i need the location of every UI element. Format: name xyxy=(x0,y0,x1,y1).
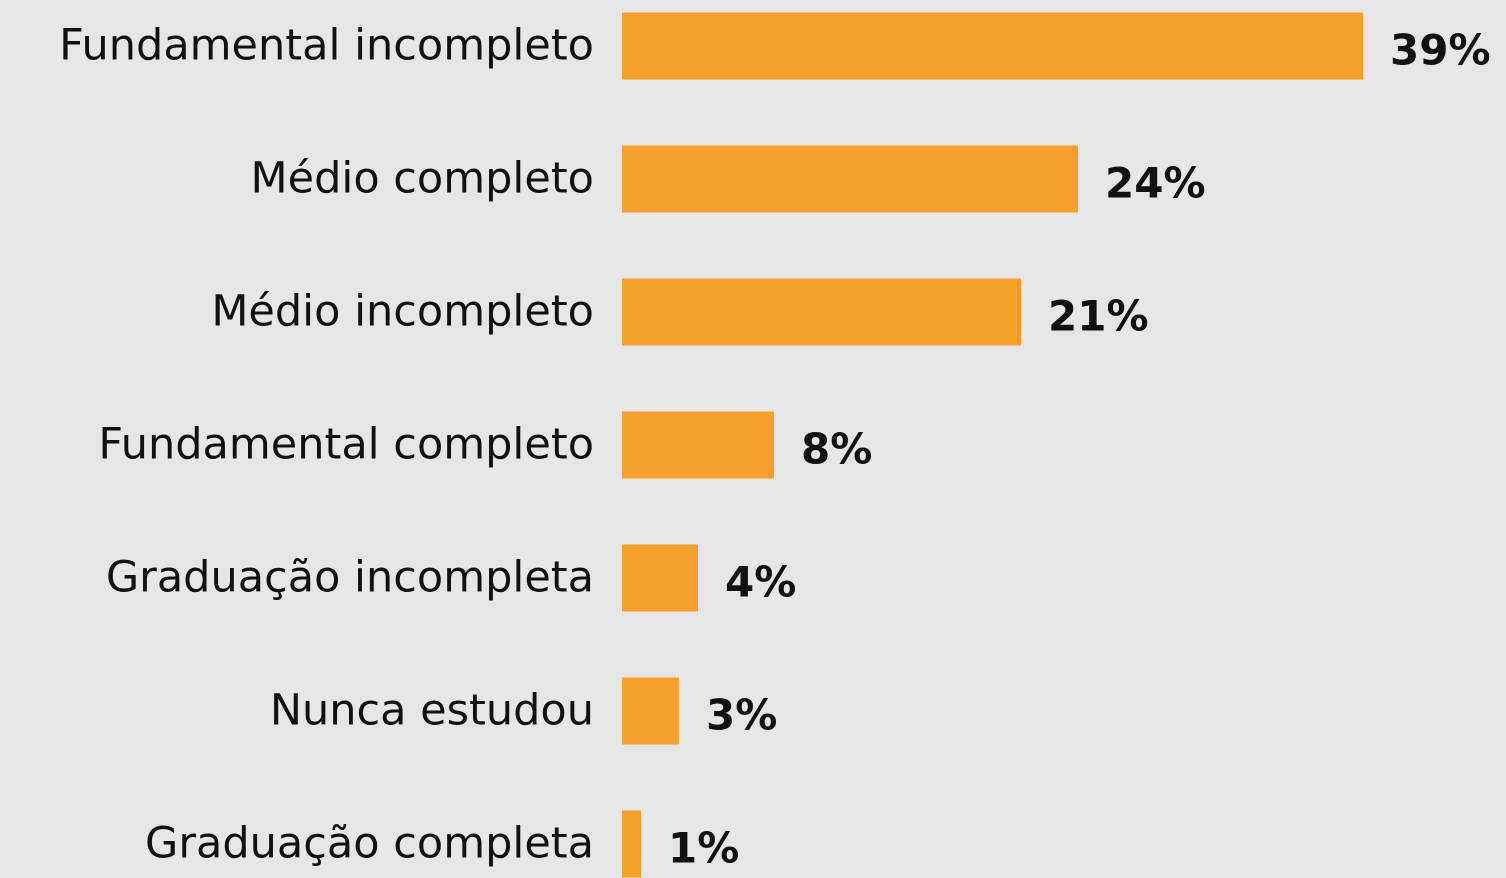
value-label: 3% xyxy=(706,691,777,740)
bar xyxy=(622,12,1363,80)
category-label: Médio completo xyxy=(251,154,594,204)
bar xyxy=(622,810,641,878)
value-label: 8% xyxy=(801,425,872,474)
bar xyxy=(622,145,1078,213)
value-label: 21% xyxy=(1048,292,1149,341)
bar xyxy=(622,411,774,479)
value-label: 1% xyxy=(668,824,739,873)
category-label: Graduação completa xyxy=(145,819,594,869)
value-label: 4% xyxy=(725,558,796,607)
category-label: Médio incompleto xyxy=(211,287,594,337)
category-label: Graduação incompleta xyxy=(106,553,594,603)
bar xyxy=(622,677,679,745)
bar xyxy=(622,544,698,612)
category-label: Nunca estudou xyxy=(270,686,594,736)
value-label: 24% xyxy=(1105,159,1206,208)
category-label: Fundamental completo xyxy=(98,420,594,470)
category-label: Fundamental incompleto xyxy=(59,21,594,71)
value-label: 39% xyxy=(1390,26,1491,75)
bar xyxy=(622,278,1021,346)
